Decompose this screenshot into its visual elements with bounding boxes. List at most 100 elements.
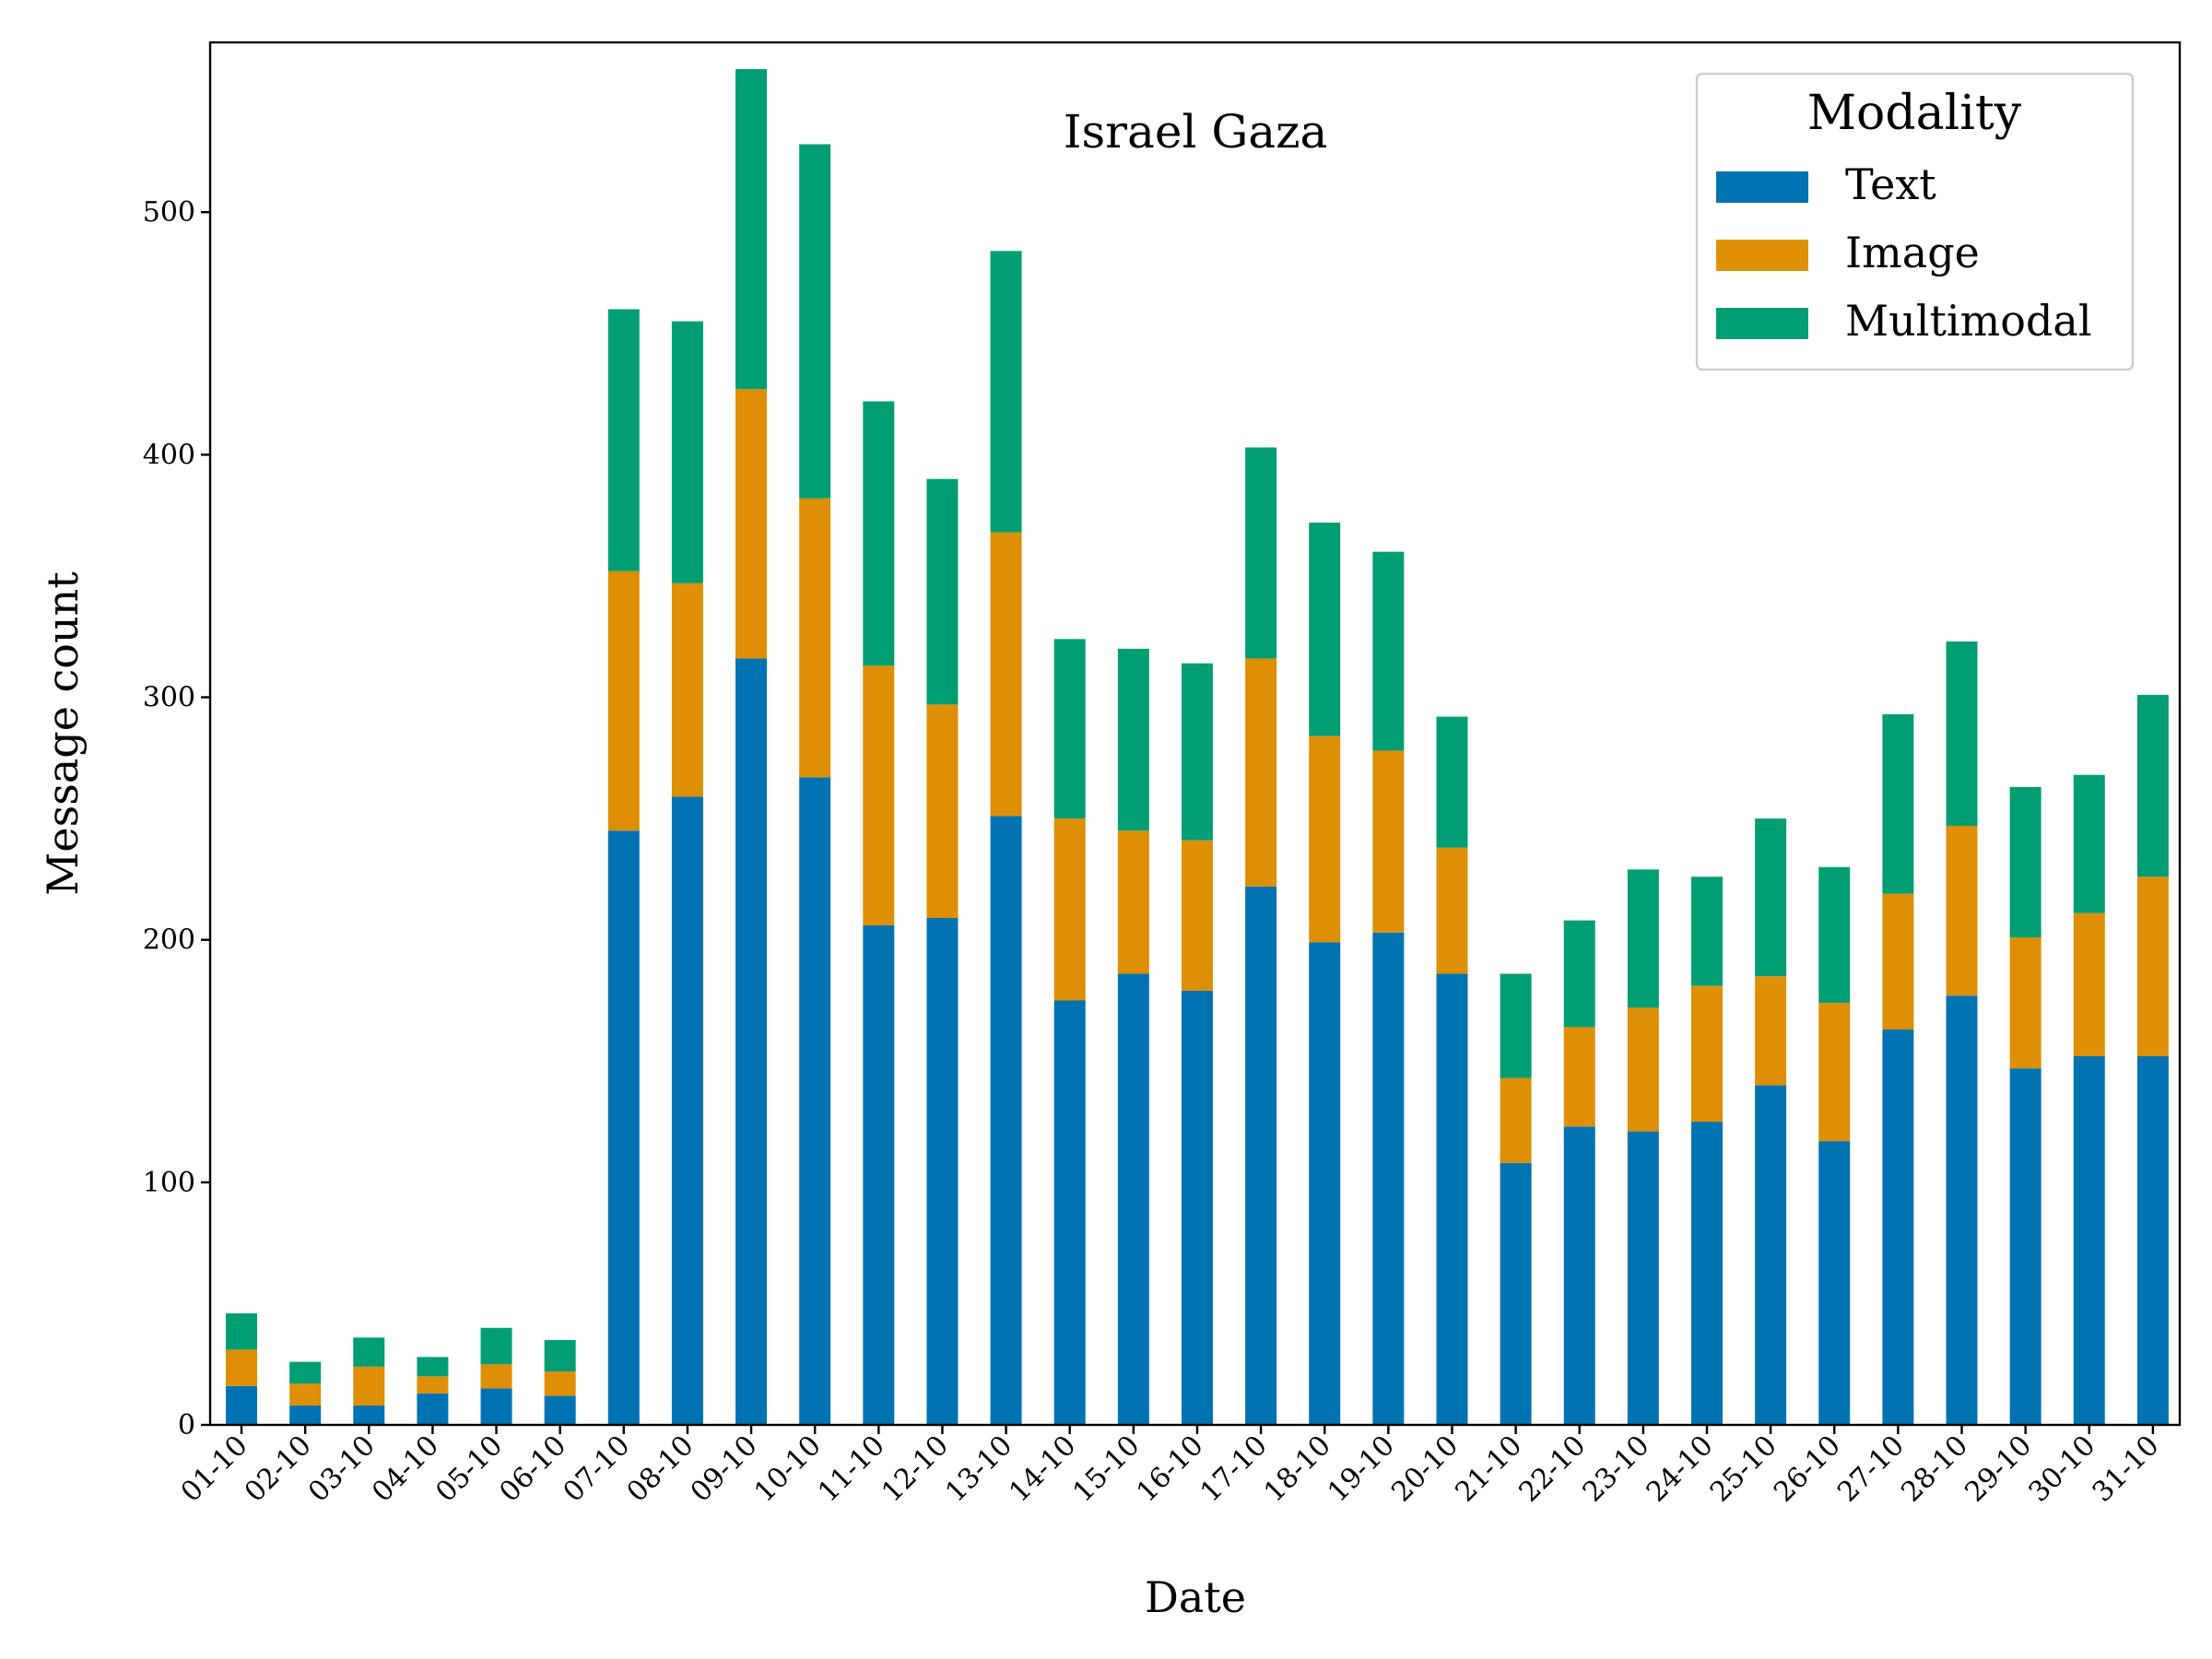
bar-multimodal-10-10 <box>799 144 831 499</box>
bar-image-11-10 <box>863 665 895 925</box>
bar-multimodal-31-10 <box>2136 694 2169 877</box>
bar-image-16-10 <box>1181 840 1213 991</box>
bar-text-24-10 <box>1690 1122 1723 1425</box>
bar-text-16-10 <box>1181 990 1213 1425</box>
y-tick-label-300: 300 <box>143 682 195 714</box>
bar-text-29-10 <box>2009 1068 2041 1425</box>
bar-text-19-10 <box>1372 932 1405 1425</box>
bar-multimodal-04-10 <box>417 1357 449 1377</box>
bar-image-17-10 <box>1245 658 1277 887</box>
y-axis: 0 100 200 300 400 500 <box>143 196 210 1441</box>
bar-image-25-10 <box>1755 976 1787 1086</box>
bar-multimodal-06-10 <box>544 1339 576 1372</box>
bar-multimodal-12-10 <box>926 478 959 705</box>
bar-text-04-10 <box>417 1393 449 1425</box>
legend-label-image: Image <box>1845 228 1980 277</box>
bar-multimodal-07-10 <box>607 309 640 571</box>
y-axis-title: Message count <box>38 571 88 896</box>
legend-label-multimodal: Multimodal <box>1845 296 2092 346</box>
bar-text-02-10 <box>289 1405 322 1425</box>
legend-swatch-image <box>1716 240 1808 271</box>
bar-text-05-10 <box>480 1388 512 1425</box>
bar-text-25-10 <box>1755 1085 1787 1425</box>
bar-image-23-10 <box>1627 1007 1659 1132</box>
y-tick-label-400: 400 <box>143 439 195 471</box>
bar-text-23-10 <box>1627 1131 1659 1425</box>
bar-image-12-10 <box>926 704 959 918</box>
bar-image-30-10 <box>2073 912 2105 1056</box>
bar-multimodal-16-10 <box>1181 663 1213 841</box>
bar-image-04-10 <box>417 1376 449 1394</box>
bar-text-28-10 <box>1946 995 1978 1425</box>
bar-multimodal-05-10 <box>480 1327 512 1365</box>
bar-text-21-10 <box>1500 1162 1532 1425</box>
bar-text-06-10 <box>544 1395 576 1425</box>
y-tick-label-200: 200 <box>143 924 195 957</box>
bar-image-19-10 <box>1372 750 1405 933</box>
bar-image-14-10 <box>1053 818 1086 1001</box>
bar-image-13-10 <box>990 532 1022 817</box>
bar-image-10-10 <box>799 498 831 778</box>
bar-text-03-10 <box>353 1405 385 1425</box>
bar-multimodal-02-10 <box>289 1361 322 1384</box>
bar-multimodal-01-10 <box>226 1312 257 1350</box>
bars-layer <box>226 68 2169 1425</box>
bar-multimodal-29-10 <box>2009 786 2041 938</box>
bar-multimodal-28-10 <box>1946 641 1978 826</box>
bar-multimodal-24-10 <box>1690 877 1723 986</box>
bar-image-02-10 <box>289 1383 322 1406</box>
bar-image-01-10 <box>226 1349 257 1386</box>
bar-multimodal-17-10 <box>1245 447 1277 659</box>
bar-multimodal-14-10 <box>1053 639 1086 819</box>
plot-frame <box>208 41 2182 1427</box>
x-axis-title: Date <box>1145 1572 1246 1622</box>
bar-text-31-10 <box>2136 1056 2169 1425</box>
bar-text-09-10 <box>735 658 768 1425</box>
bar-multimodal-30-10 <box>2073 774 2105 913</box>
bar-text-11-10 <box>863 924 895 1425</box>
bar-text-10-10 <box>799 777 831 1425</box>
bar-image-28-10 <box>1946 826 1978 996</box>
bar-multimodal-03-10 <box>353 1337 385 1367</box>
bar-image-24-10 <box>1690 985 1723 1123</box>
bar-multimodal-15-10 <box>1117 648 1149 831</box>
legend: Modality Text Image Multimodal <box>1695 72 2135 371</box>
bar-text-18-10 <box>1309 942 1341 1425</box>
legend-title: Modality <box>1807 86 2022 141</box>
bar-image-09-10 <box>735 389 768 659</box>
bar-image-06-10 <box>544 1371 576 1396</box>
bar-multimodal-27-10 <box>1882 713 1914 894</box>
chart-title: Israel Gaza <box>1064 105 1328 159</box>
bar-multimodal-09-10 <box>735 68 768 390</box>
bar-image-15-10 <box>1117 830 1149 974</box>
bar-text-14-10 <box>1053 1000 1086 1425</box>
y-tick-label-0: 0 <box>178 1409 195 1441</box>
legend-swatch-text <box>1716 171 1808 203</box>
bar-multimodal-11-10 <box>863 401 895 666</box>
bar-text-08-10 <box>671 796 703 1425</box>
bar-text-01-10 <box>226 1385 257 1425</box>
bar-image-22-10 <box>1563 1027 1595 1127</box>
bar-multimodal-23-10 <box>1627 869 1659 1008</box>
legend-swatch-multimodal <box>1716 308 1808 339</box>
bar-text-17-10 <box>1245 886 1277 1425</box>
bar-multimodal-26-10 <box>1818 866 1851 1004</box>
bar-text-07-10 <box>607 830 640 1425</box>
bar-image-08-10 <box>671 582 703 797</box>
bar-text-22-10 <box>1563 1126 1595 1425</box>
bar-image-21-10 <box>1500 1077 1532 1163</box>
bar-text-27-10 <box>1882 1030 1914 1425</box>
bar-multimodal-08-10 <box>671 321 703 583</box>
bar-image-27-10 <box>1882 893 1914 1030</box>
bar-image-29-10 <box>2009 937 2041 1069</box>
bar-text-13-10 <box>990 816 1022 1425</box>
bar-multimodal-19-10 <box>1372 551 1405 751</box>
bar-image-31-10 <box>2136 877 2169 1056</box>
bar-image-26-10 <box>1818 1003 1851 1142</box>
bar-text-15-10 <box>1117 973 1149 1425</box>
bar-text-12-10 <box>926 918 959 1425</box>
bar-image-07-10 <box>607 571 640 831</box>
bar-multimodal-18-10 <box>1309 523 1341 736</box>
